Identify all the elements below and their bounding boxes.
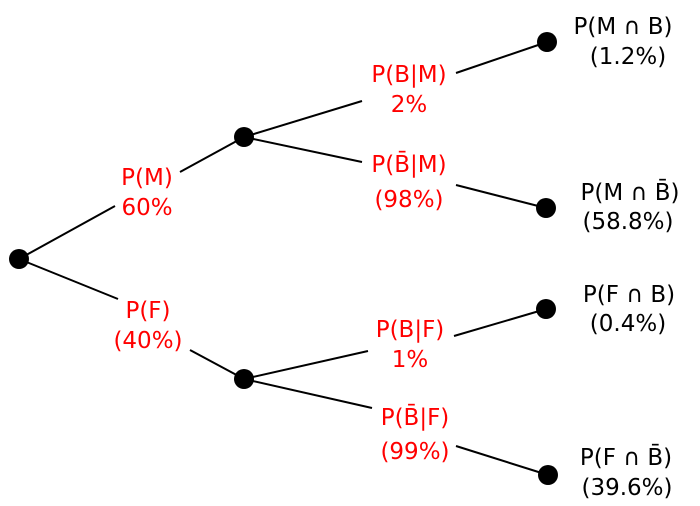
leaf-label-m-and-notb: P(M ∩ B̄) [581, 178, 680, 206]
leaf-value-m-and-b: (1.2%) [590, 44, 666, 70]
node-f-and-notb [538, 465, 558, 485]
branch-label-notb-given-m: P(B̄|M) [371, 150, 446, 178]
edge-m-b-a [243, 100, 363, 138]
leaf-label-f-and-b: P(F ∩ B) [583, 282, 675, 308]
branch-value-female: (40%) [113, 328, 182, 354]
edge-root-male-b [179, 136, 245, 173]
edge-root-female-a [18, 258, 119, 300]
leaf-label-m-and-b: P(M ∩ B) [574, 14, 673, 40]
branch-value-b-given-f: 1% [392, 347, 429, 373]
branch-value-notb-given-m: (98%) [374, 187, 443, 213]
edge-f-notb-a [243, 378, 373, 409]
leaf-value-f-and-notb: (39.6%) [581, 475, 672, 501]
edge-m-notb-a [243, 136, 363, 163]
leaf-value-m-and-notb: (58.8%) [582, 209, 673, 235]
leaf-label-f-and-notb: P(F ∩ B̄) [580, 443, 672, 471]
edge-root-female-b [189, 349, 245, 380]
edge-f-b-a [243, 350, 369, 380]
branch-label-female: P(F) [125, 298, 170, 324]
edge-f-b-b [453, 308, 547, 337]
branch-label-notb-given-f: P(B̄|F) [381, 403, 450, 431]
node-f-and-b [536, 299, 556, 319]
branch-label-b-given-f: P(B|F) [376, 317, 445, 343]
leaf-value-f-and-b: (0.4%) [590, 311, 666, 337]
node-m-and-notb [536, 198, 556, 218]
node-m-and-b [537, 32, 557, 52]
edge-m-b-b [455, 41, 548, 74]
branch-label-male: P(M) [121, 165, 173, 191]
edge-m-notb-b [455, 184, 547, 209]
edge-root-male-a [18, 205, 116, 260]
node-root [9, 249, 29, 269]
node-female [234, 369, 254, 389]
branch-value-male: 60% [121, 195, 172, 221]
branch-value-b-given-m: 2% [391, 92, 428, 118]
edge-f-notb-b [455, 445, 549, 476]
branch-label-b-given-m: P(B|M) [371, 62, 446, 88]
node-male [234, 127, 254, 147]
branch-value-notb-given-f: (99%) [380, 439, 449, 465]
